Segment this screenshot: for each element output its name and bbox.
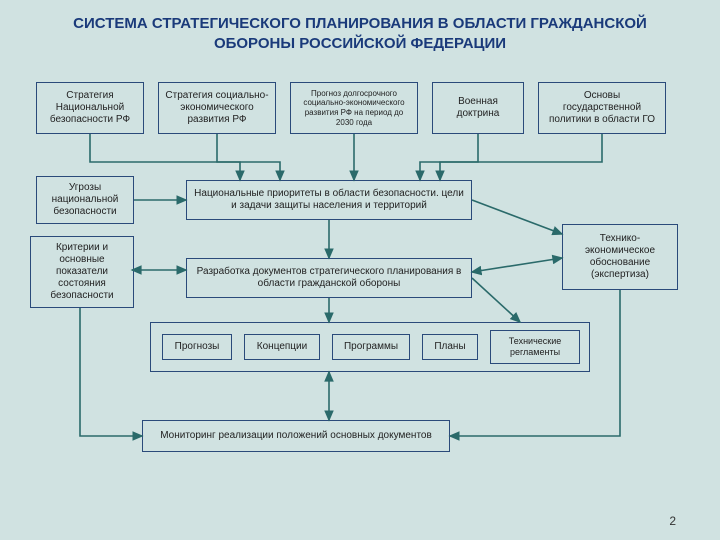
top-box-2: Прогноз долгосрочного социально-экономич…	[290, 82, 418, 134]
doc-item-2: Программы	[332, 334, 410, 360]
doc-item-1: Концепции	[244, 334, 320, 360]
page-title: СИСТЕМА СТРАТЕГИЧЕСКОГО ПЛАНИРОВАНИЯ В О…	[0, 0, 720, 61]
doc-item-0: Прогнозы	[162, 334, 232, 360]
top-box-0: Стратегия Национальной безопасности РФ	[36, 82, 144, 134]
page-number: 2	[669, 514, 676, 528]
doc-item-4: Технические регламенты	[490, 330, 580, 364]
threats-box: Угрозы национальной безопасности	[36, 176, 134, 224]
econ-box: Технико-экономическое обоснование (экспе…	[562, 224, 678, 290]
top-box-1: Стратегия социально-экономического разви…	[158, 82, 276, 134]
doc-item-3: Планы	[422, 334, 478, 360]
criteria-box: Критерии и основные показатели состояния…	[30, 236, 134, 308]
develop-box: Разработка документов стратегического пл…	[186, 258, 472, 298]
top-box-4: Основы государственной политики в област…	[538, 82, 666, 134]
top-box-3: Военная доктрина	[432, 82, 524, 134]
priorities-box: Национальные приоритеты в области безопа…	[186, 180, 472, 220]
monitor-box: Мониторинг реализации положений основных…	[142, 420, 450, 452]
